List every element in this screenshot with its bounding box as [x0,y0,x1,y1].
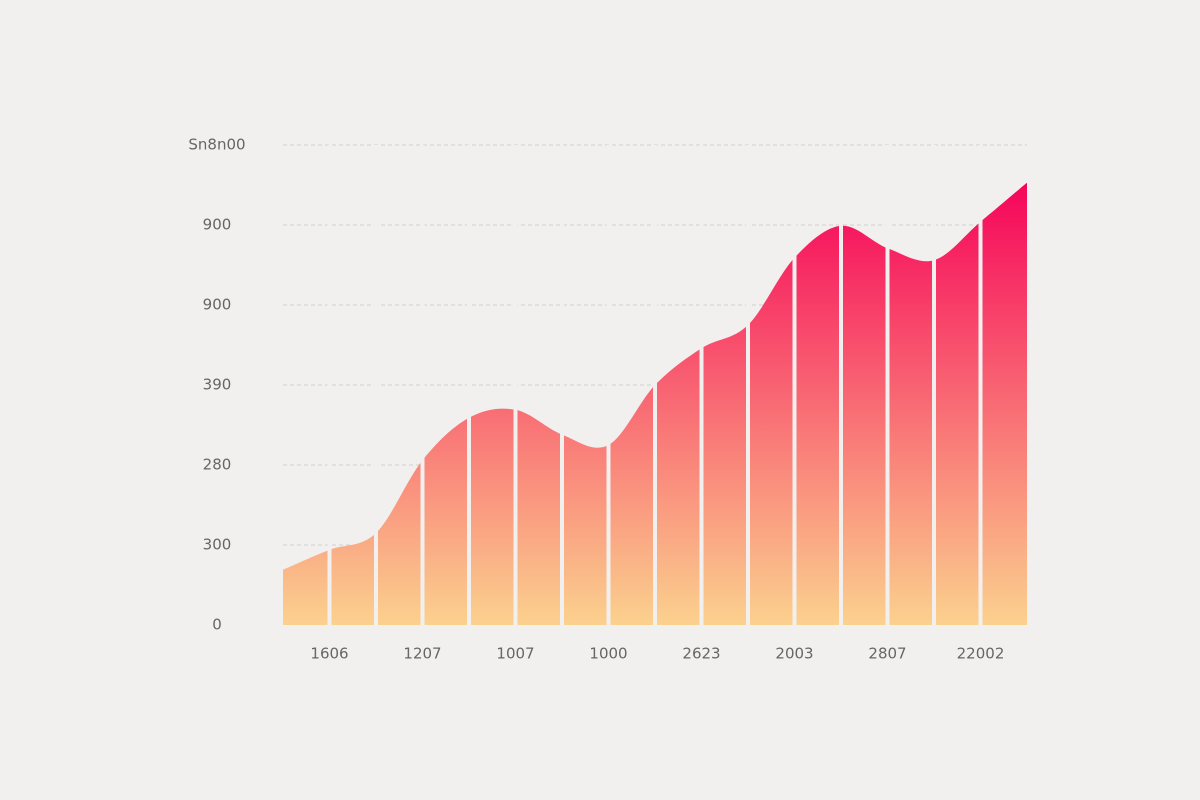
x-tick-label: 1207 [403,645,441,663]
y-tick-label: Sn8n00 [188,136,245,154]
y-tick-label: 280 [203,456,232,474]
y-tick-label: 900 [203,296,232,314]
x-tick-label: 1007 [496,645,534,663]
y-tick-label: 0 [212,616,222,634]
x-tick-label: 1606 [310,645,348,663]
y-tick-label: 390 [203,376,232,394]
y-tick-label: 300 [203,536,232,554]
x-tick-label: 2623 [682,645,720,663]
x-tick-label: 2807 [868,645,906,663]
x-tick-label: 22002 [957,645,1005,663]
y-tick-label: 900 [203,216,232,234]
x-tick-label: 2003 [775,645,813,663]
x-tick-label: 1000 [589,645,627,663]
